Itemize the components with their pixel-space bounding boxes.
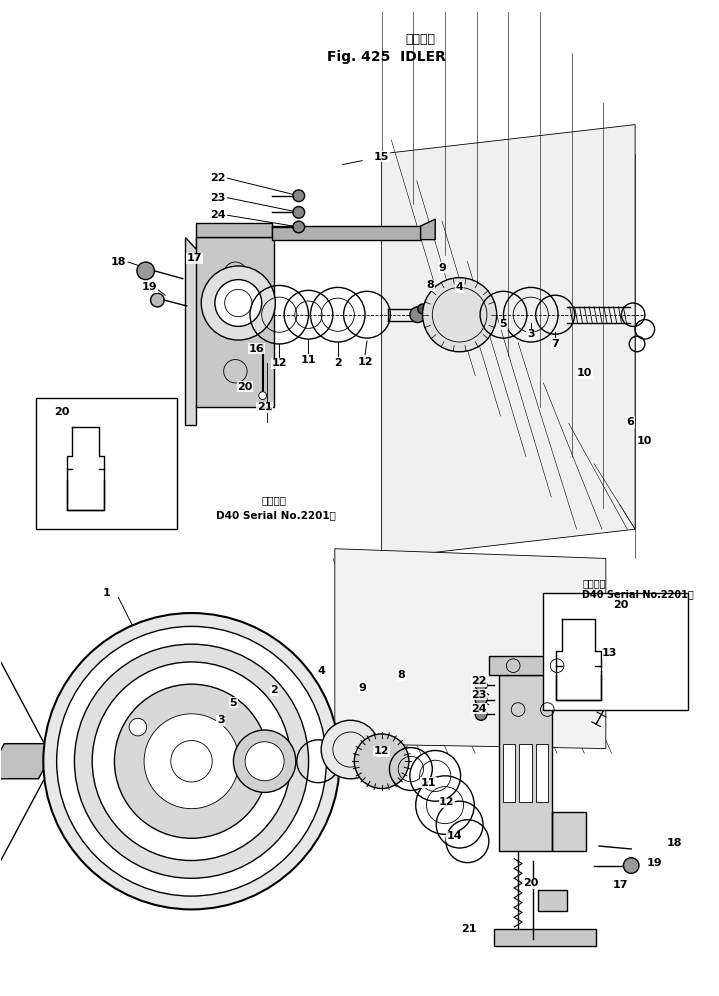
Circle shape	[293, 190, 305, 201]
Text: 7: 7	[551, 339, 559, 349]
Text: D40 Serial No.2201～: D40 Serial No.2201～	[582, 590, 695, 600]
Text: 6: 6	[626, 417, 634, 427]
Text: 3: 3	[527, 330, 535, 340]
Circle shape	[144, 714, 239, 809]
Bar	[503, 744, 516, 802]
Circle shape	[129, 718, 147, 736]
Circle shape	[170, 740, 212, 782]
Text: 22: 22	[472, 676, 487, 686]
Polygon shape	[421, 219, 435, 240]
Circle shape	[137, 262, 155, 280]
Text: 23: 23	[472, 690, 487, 700]
Text: 2: 2	[334, 359, 342, 369]
Text: 21: 21	[462, 924, 477, 934]
Text: 12: 12	[374, 746, 390, 757]
Polygon shape	[185, 237, 221, 425]
Text: 17: 17	[613, 880, 628, 890]
Circle shape	[234, 730, 296, 793]
Circle shape	[293, 221, 305, 233]
Circle shape	[418, 304, 427, 314]
Text: 10: 10	[637, 436, 653, 446]
Text: 17: 17	[187, 253, 202, 263]
Text: 15: 15	[374, 151, 389, 161]
Text: D40 Serial No.2201～: D40 Serial No.2201～	[216, 511, 336, 521]
Bar	[538, 889, 567, 911]
Text: 11: 11	[421, 778, 436, 788]
Circle shape	[201, 266, 275, 340]
Text: 3: 3	[217, 715, 224, 725]
Bar	[198, 235, 275, 407]
Text: 適用号機: 適用号機	[582, 578, 606, 588]
Polygon shape	[489, 656, 587, 675]
Text: 18: 18	[111, 257, 126, 267]
Circle shape	[354, 734, 409, 789]
Circle shape	[393, 754, 406, 768]
Circle shape	[245, 742, 284, 781]
Text: 2: 2	[270, 685, 278, 695]
Polygon shape	[196, 223, 273, 237]
Polygon shape	[0, 744, 58, 779]
Text: 4: 4	[456, 283, 464, 293]
Text: 12: 12	[439, 797, 454, 807]
Text: 20: 20	[523, 878, 539, 888]
Bar	[536, 744, 549, 802]
Text: 14: 14	[447, 832, 462, 842]
Text: 23: 23	[210, 192, 226, 203]
Bar	[494, 929, 596, 946]
Text: 13: 13	[602, 648, 618, 658]
Text: 9: 9	[358, 683, 366, 693]
Polygon shape	[335, 549, 606, 749]
Text: 8: 8	[426, 281, 434, 291]
Circle shape	[75, 644, 308, 878]
Text: 11: 11	[301, 355, 316, 365]
Circle shape	[92, 662, 290, 861]
Text: 9: 9	[438, 263, 446, 273]
Text: 12: 12	[357, 357, 372, 367]
Text: 20: 20	[613, 601, 628, 611]
Text: 24: 24	[210, 210, 226, 220]
Circle shape	[150, 293, 164, 307]
Text: 適用号機: 適用号機	[262, 495, 287, 505]
Bar	[519, 744, 532, 802]
Bar	[273, 226, 421, 240]
Text: 12: 12	[272, 359, 287, 369]
Text: 20: 20	[54, 407, 70, 417]
Circle shape	[293, 206, 305, 218]
Circle shape	[43, 614, 339, 909]
Circle shape	[57, 626, 326, 896]
Circle shape	[114, 684, 269, 839]
Text: アイドラ: アイドラ	[406, 33, 436, 46]
Text: 22: 22	[210, 173, 226, 183]
Circle shape	[259, 391, 267, 399]
Text: Fig. 425  IDLER: Fig. 425 IDLER	[327, 51, 446, 65]
Text: 19: 19	[647, 858, 662, 868]
Text: 21: 21	[257, 402, 273, 412]
Text: 24: 24	[471, 703, 487, 713]
Text: 1: 1	[103, 588, 111, 598]
Bar	[35, 397, 177, 529]
Text: 20: 20	[237, 381, 253, 391]
Text: 4: 4	[317, 665, 325, 675]
Text: 19: 19	[142, 283, 157, 293]
Circle shape	[215, 280, 262, 327]
Circle shape	[475, 708, 487, 720]
Text: 10: 10	[577, 369, 592, 378]
Circle shape	[410, 307, 426, 323]
Circle shape	[475, 679, 487, 691]
Bar	[196, 237, 275, 407]
Polygon shape	[382, 124, 635, 559]
Text: 8: 8	[397, 670, 405, 680]
Circle shape	[321, 720, 380, 779]
Polygon shape	[498, 675, 587, 851]
Circle shape	[475, 694, 487, 705]
Circle shape	[423, 278, 497, 352]
Circle shape	[623, 858, 639, 873]
Bar	[544, 593, 688, 709]
Text: 18: 18	[667, 838, 682, 849]
Text: 5: 5	[229, 698, 237, 708]
Text: 5: 5	[500, 320, 508, 330]
Text: 16: 16	[249, 344, 265, 354]
